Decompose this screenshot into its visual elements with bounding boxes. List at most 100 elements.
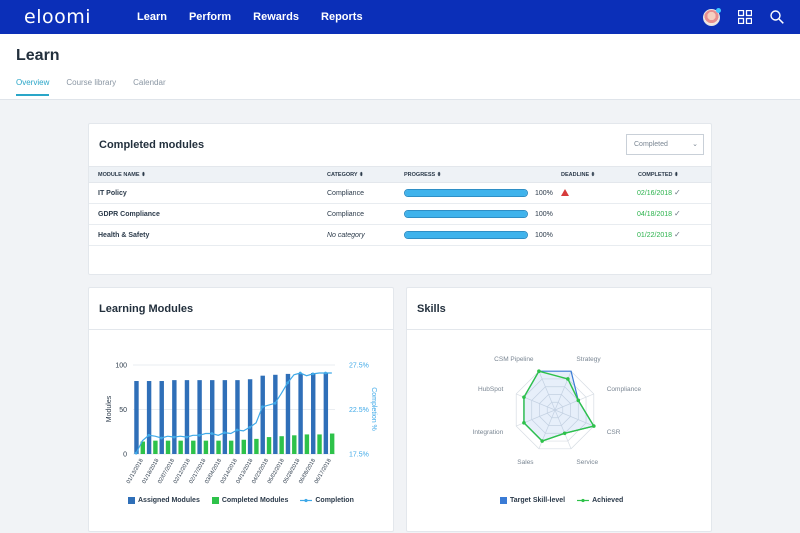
module-category: No category [327, 232, 365, 239]
completion-point [235, 428, 239, 432]
bar-completed-modules [178, 440, 183, 454]
search-icon[interactable] [770, 10, 784, 24]
radar-axis-label: CSM Pipeline [494, 356, 534, 363]
bar-completed-modules [317, 434, 322, 454]
chart-legend: Target Skill-level Achieved [500, 497, 623, 504]
legend-label: Completion [315, 497, 354, 504]
nav-perform[interactable]: Perform [188, 11, 232, 23]
completion-point [286, 381, 290, 385]
module-name[interactable]: Health & Safety [98, 232, 150, 239]
bar-completed-modules [279, 436, 284, 454]
bar-assigned-modules [210, 380, 215, 454]
radar-achieved-point [576, 398, 581, 403]
table-row[interactable]: GDPR Compliance Compliance 100% 04/18/20… [89, 204, 711, 225]
legend-completion: Completion [300, 497, 354, 504]
completion-point [273, 401, 277, 405]
completion-point [134, 451, 138, 455]
top-navigation-bar: eloomi Learn Perform Rewards Reports [0, 0, 800, 34]
module-name[interactable]: IT Policy [98, 190, 127, 197]
col-deadline[interactable]: DEADLINE ⬍ [561, 172, 596, 178]
radar-achieved-point [566, 377, 570, 381]
warning-icon [561, 189, 569, 196]
bar-completed-modules [254, 438, 259, 454]
eloomi-logo[interactable]: eloomi [24, 6, 92, 28]
completion-point [248, 425, 252, 429]
completed-date: 04/18/2018 [637, 211, 673, 218]
completion-point [197, 433, 201, 437]
user-avatar[interactable] [703, 7, 721, 26]
bar-completed-modules [304, 434, 310, 454]
status-filter-select[interactable]: Completed ⌄ [626, 134, 704, 155]
tab-overview[interactable]: Overview [16, 78, 50, 96]
card-divider [407, 329, 711, 330]
progress-percent: 100% [535, 190, 553, 197]
radar-axis [554, 409, 572, 449]
page-header: Learn Overview Course library Calendar [0, 34, 800, 100]
legend-label: Assigned Modules [138, 497, 200, 504]
bar-assigned-modules [134, 381, 139, 454]
bar-assigned-modules [298, 373, 303, 454]
col-progress[interactable]: PROGRESS ⬍ [404, 172, 442, 178]
y2-tick-label: 22.5% [349, 407, 369, 414]
radar-axis [538, 371, 556, 411]
bar-completed-modules [228, 440, 234, 454]
y-axis-label: Modules [106, 395, 113, 422]
progress-fill [405, 211, 527, 217]
bar-assigned-modules [146, 381, 152, 454]
module-name[interactable]: GDPR Compliance [98, 211, 160, 218]
nav-rewards[interactable]: Rewards [253, 11, 300, 23]
radar-axis-label: Sales [517, 459, 534, 466]
progress-bar [404, 189, 528, 197]
table-row[interactable]: IT Policy Compliance 100% 02/16/2018 ✓ [89, 183, 711, 204]
module-category: Compliance [327, 211, 364, 218]
completion-point [160, 436, 163, 440]
apps-grid-icon[interactable] [738, 10, 752, 24]
col-module-name[interactable]: MODULE NAME ⬍ [98, 172, 146, 178]
legend-label: Completed Modules [221, 497, 289, 504]
legend-line-swatch [577, 498, 590, 503]
nav-learn[interactable]: Learn [137, 11, 167, 23]
check-icon: ✓ [674, 188, 681, 197]
bar-assigned-modules [285, 373, 291, 454]
bar-assigned-modules [184, 380, 190, 454]
bar-completed-modules [241, 439, 246, 454]
completion-point [261, 405, 264, 409]
progress-fill [405, 190, 527, 196]
notification-dot [716, 7, 721, 13]
completed-date: 02/16/2018 [637, 190, 673, 197]
bar-completed-modules [203, 440, 209, 454]
nav-reports[interactable]: Reports [321, 11, 363, 23]
bar-completed-modules [165, 440, 171, 454]
tab-course-library[interactable]: Course library [66, 78, 117, 87]
radar-axis-label: Service [576, 459, 598, 466]
radar-achieved-point [537, 369, 541, 373]
legend-assigned: Assigned Modules [128, 497, 200, 504]
radar-axis [554, 409, 594, 427]
radar-achieved-point [522, 421, 526, 425]
tab-calendar[interactable]: Calendar [133, 78, 166, 87]
radar-axis-label: HubSpot [478, 386, 503, 393]
radar-axis-label: Strategy [576, 356, 601, 363]
col-category[interactable]: CATEGORY ⬍ [327, 172, 364, 178]
skills-radar-chart: Strategy Compliance CSR Service Sales Integra… [473, 356, 642, 466]
learning-modules-chart: 0 50 100 17.5% 22.5% 27.5% Modules Completion %… [106, 363, 377, 485]
progress-fill [405, 232, 527, 238]
completion-point [298, 371, 302, 375]
col-completed[interactable]: COMPLETED ⬍ [638, 172, 679, 178]
page-tabs: Overview Course library Calendar [16, 78, 183, 96]
radar-achieved-point [540, 439, 544, 443]
bar-assigned-modules [323, 373, 329, 454]
learning-modules-title: Learning Modules [99, 303, 194, 315]
y2-tick-label: 17.5% [349, 452, 369, 459]
check-icon: ✓ [674, 230, 681, 239]
legend-swatch [500, 497, 507, 504]
completion-point [172, 435, 176, 439]
completion-point [210, 432, 214, 435]
card-divider [89, 329, 393, 330]
skills-card: Skills Strategy Compliance CSR Service Sales… [406, 287, 712, 532]
completion-point [223, 431, 226, 435]
table-row[interactable]: Health & Safety No category 100% 01/22/2… [89, 225, 711, 246]
x-tick-label: 06/17/2018 [314, 458, 333, 485]
bar-completed-modules [140, 441, 145, 454]
radar-axis-label: Integration [473, 429, 504, 436]
